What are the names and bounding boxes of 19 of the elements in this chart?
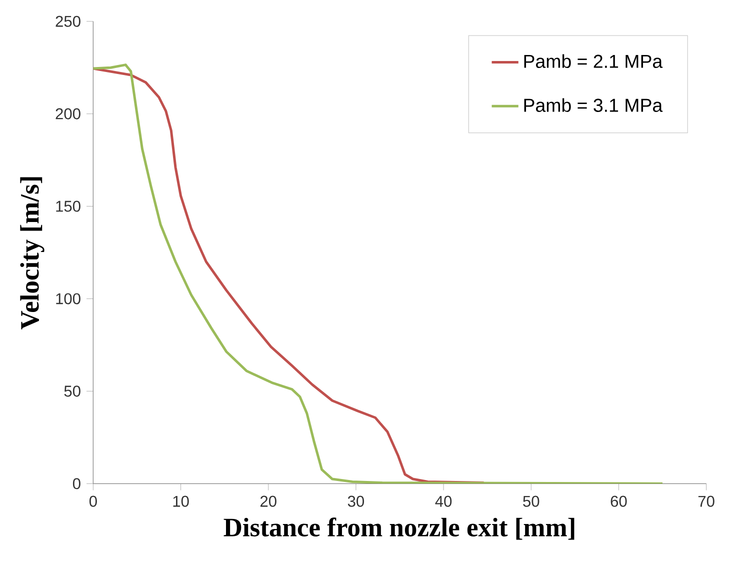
y-tick-label: 250	[56, 16, 80, 27]
x-tick-label: 50	[523, 496, 540, 507]
y-tick-label: 50	[64, 386, 80, 397]
line-series	[93, 67, 486, 484]
x-tick-label: 10	[173, 496, 189, 507]
y-tick-label: 100	[56, 293, 80, 304]
y-tick-label: 200	[56, 108, 80, 120]
x-tick-label: 40	[435, 496, 452, 507]
x-tick-label: 70	[698, 496, 714, 507]
x-tick-label: 60	[610, 496, 627, 507]
y-axis-title: Velocity [m/s]	[20, 177, 44, 330]
x-axis-title: Distance from nozzle exit [mm]	[224, 517, 574, 540]
y-tick-label: 150	[56, 200, 80, 212]
legend-label: Pamb = 2.1 MPa	[524, 54, 663, 68]
x-tick-label: 30	[348, 496, 364, 507]
legend-label: Pamb = 3.1 MPa	[524, 98, 663, 112]
x-tick-label: 0	[89, 496, 97, 507]
x-tick-label: 20	[260, 496, 276, 507]
y-tick-label: 0	[72, 478, 80, 490]
